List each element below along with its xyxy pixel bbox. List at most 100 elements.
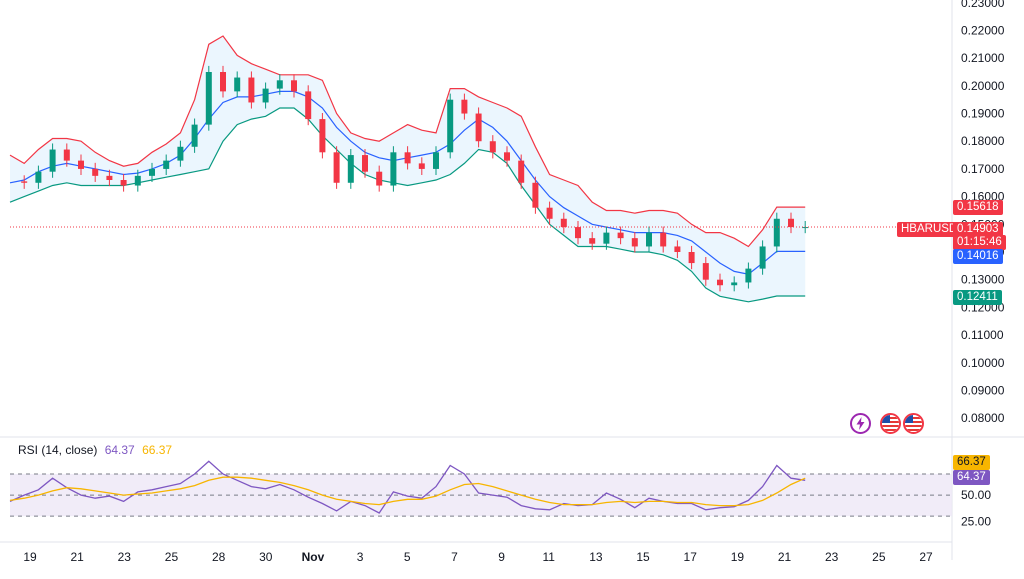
candle-body [418,163,425,169]
time-tick-label: Nov [302,550,325,564]
candle-body [78,160,84,169]
candle-body [390,152,397,186]
price-tick-label: 0.22000 [961,23,1005,37]
candle-body [234,77,241,92]
candle-body [461,99,468,114]
candle-body [575,227,581,239]
candle-body [376,171,383,186]
candle-body [319,119,326,153]
rsi-tick-label: 25.00 [961,514,991,528]
candle-body [674,246,681,252]
candle-body [688,252,695,264]
candle-body [802,227,809,229]
candle-body [546,207,553,219]
candle-body [617,232,624,239]
candle-body [191,124,198,147]
candle-body [788,218,794,228]
time-tick-label: 21 [70,550,84,564]
time-tick-label: 13 [589,550,603,564]
rsi-legend-ma-value: 66.37 [142,443,173,457]
candle-body [35,171,42,183]
candle-body [220,72,226,92]
time-tick-label: 27 [919,550,933,564]
time-tick-label: 9 [498,550,505,564]
price-tick-label: 0.18000 [961,134,1005,148]
upper-band-line [9,35,806,248]
price-tick-label: 0.19000 [961,107,1005,121]
candle-body [63,149,70,161]
price-tick-label: 0.17000 [961,162,1005,176]
price-tick-label: 0.08000 [961,411,1005,425]
symbol-tag: HBARUSD [897,222,962,237]
candle-body [49,149,56,172]
price-tick-label: 0.20000 [961,79,1005,93]
candle-body [717,279,723,286]
candle-body [589,238,596,244]
time-tick-label: 15 [636,550,650,564]
candle-body [305,91,312,120]
price-tick-label: 0.13000 [961,273,1005,287]
time-tick-label: 17 [684,550,698,564]
candle-body [603,232,610,244]
candle-body [433,152,439,169]
lower-band-tag: 0.12411 [953,290,1002,305]
candle-body [347,155,354,183]
candle-body [21,181,28,183]
rsi-value-tag: 64.37 [953,470,990,485]
candle-body [475,113,482,142]
candle-body [560,218,567,228]
time-tick-label: 25 [872,550,886,564]
price-tick-label: 0.11000 [961,328,1004,342]
time-tick-label: 28 [212,550,226,564]
rsi-line [9,460,806,514]
upper-band-tag: 0.15618 [953,200,1003,215]
time-tick-label: 19 [731,550,745,564]
time-tick-label: 25 [165,550,179,564]
rsi-ma-tag: 66.37 [953,455,990,470]
price-tick-label: 0.09000 [961,383,1005,397]
rsi-ma-line [9,476,806,507]
candle-body [177,146,184,161]
time-tick-label: 5 [404,550,411,564]
candle-body [731,282,738,286]
price-tick-label: 0.21000 [961,51,1005,65]
candle-body [646,232,652,247]
candle-body [489,141,496,153]
candle-body [447,99,454,153]
price-tick-label: 0.23000 [961,0,1005,10]
candle-body [291,80,297,92]
candle-body [120,180,127,186]
candle-body [702,263,709,280]
rsi-tick-label: 50.00 [961,488,991,502]
candle-body [504,152,510,161]
candle-body [333,152,340,183]
last-price-tag: 0.14903 [953,222,1003,237]
candle-body [773,218,780,247]
candle-body [92,168,99,176]
lightning-icon[interactable] [850,413,871,434]
candle-body [205,72,212,125]
flag-us-icon[interactable] [903,413,924,434]
time-tick-label: 7 [451,550,458,564]
flag-us-icon[interactable] [880,413,901,434]
rsi-legend-title: RSI (14, close) [18,443,98,457]
time-tick-label: 21 [778,550,792,564]
candle-body [106,175,113,180]
candle-body [745,268,752,283]
price-tick-label: 0.10000 [961,356,1005,370]
candle-body [404,152,411,164]
rsi-legend: RSI (14, close) 64.37 66.37 [18,443,172,457]
time-tick-label: 19 [23,550,37,564]
time-tick-label: 3 [357,550,364,564]
candle-body [276,80,283,89]
candle-body [248,77,255,103]
candle-body [532,182,539,208]
candle-body [518,160,525,183]
candle-body [163,160,170,169]
countdown-tag: 01:15:46 [953,235,1006,250]
basis-tag: 0.14016 [953,249,1003,264]
time-tick-label: 23 [118,550,132,564]
time-tick-label: 11 [543,550,556,564]
